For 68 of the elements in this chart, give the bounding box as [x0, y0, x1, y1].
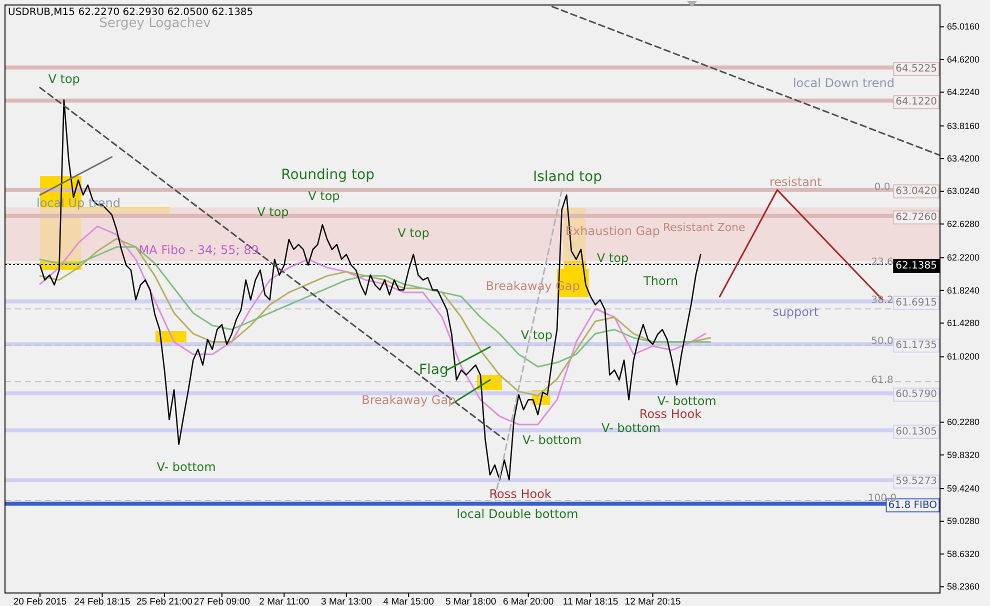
x-tick-label: 5 Mar 18:00	[446, 596, 496, 606]
annotation: V top	[257, 205, 289, 219]
ref-line-label: 62.7260	[896, 212, 937, 223]
annotation: 61.8	[871, 375, 894, 386]
annotation: V top	[308, 189, 340, 203]
ref-line-label: 63.0420	[896, 186, 937, 197]
x-tick-label: 3 Mar 13:00	[321, 596, 372, 606]
y-tick-label: 62.6280	[947, 218, 980, 229]
y-tick-label: 59.4240	[947, 483, 980, 494]
x-tick-label: 25 Feb 21:00	[136, 596, 192, 606]
ref-line-label: 60.1305	[896, 426, 937, 438]
annotation: Flag	[418, 362, 448, 378]
annotation: Island top	[532, 169, 602, 185]
y-tick-label: 64.2240	[947, 87, 980, 98]
annotation: Ross Hook	[489, 487, 552, 501]
y-tick-label: 64.6200	[947, 54, 980, 64]
x-tick-label: 20 Feb 2015	[13, 596, 67, 606]
annotation: 0.0	[874, 182, 890, 193]
y-tick-label: 62.2200	[947, 252, 980, 263]
annotation: V top	[520, 328, 553, 342]
x-tick-label: 11 Mar 18:15	[562, 596, 618, 606]
x-tick-label: 4 Mar 15:00	[383, 596, 434, 606]
ref-line-label: 60.5790	[896, 389, 937, 400]
band-label: Resistant Zone	[663, 221, 746, 234]
ref-line-label: 61.6915	[896, 297, 937, 308]
x-tick-label: 27 Feb 09:00	[194, 596, 250, 606]
annotation: V- bottom	[156, 460, 216, 474]
annotation: V- bottom	[522, 433, 582, 447]
annotation: V top	[596, 251, 629, 265]
x-tick-label: 24 Feb 18:15	[74, 596, 130, 606]
annotation: Breakaway Gap	[362, 393, 456, 407]
annotation: Ross Hook	[639, 407, 702, 421]
y-tick-label: 59.8320	[947, 450, 980, 460]
y-tick-label: 61.8240	[947, 285, 980, 296]
x-tick-label: 6 Mar 20:00	[502, 596, 554, 606]
y-tick-label: 59.0280	[947, 516, 980, 526]
y-tick-label: 58.6320	[947, 548, 980, 559]
annotation: resistant	[769, 175, 822, 189]
y-tick-label: 63.8160	[947, 120, 980, 131]
x-tick-label: 2 Mar 11:00	[259, 596, 310, 606]
annotation: support	[772, 305, 819, 319]
y-tick-label: 63.4200	[947, 153, 980, 164]
annotation: local Double bottom	[456, 507, 578, 521]
ref-line-label: 64.5225	[896, 64, 937, 75]
y-tick-label: 60.2280	[947, 417, 980, 428]
y-tick-label: 58.2360	[947, 582, 980, 592]
annotation: V- bottom	[601, 421, 661, 435]
y-tick-label: 63.0240	[947, 186, 980, 196]
chart-title: USDRUB,M15 62.2270 62.2930 62.0500 62.1385	[8, 7, 254, 18]
annotation: V top	[398, 226, 430, 240]
annotation: 23.6	[871, 257, 894, 268]
annotation: Rounding top	[281, 167, 375, 183]
ref-line-label: 61.1735	[896, 340, 937, 352]
y-tick-label: 61.0200	[947, 352, 980, 362]
ref-line-label: 64.1220	[896, 96, 937, 108]
annotation: 38.2	[871, 295, 894, 306]
y-tick-label: 61.4280	[947, 318, 980, 328]
text: Sergey Logachev	[99, 16, 212, 31]
annotation: V top	[48, 72, 80, 86]
annotation: 50.0	[871, 336, 894, 347]
y-tick-label: 65.0160	[947, 22, 980, 32]
annotation: local Down trend	[792, 76, 895, 90]
annotation: V- bottom	[657, 394, 716, 408]
annotation: Thorn	[642, 274, 678, 288]
annotation: MA Fibo - 34; 55; 89	[138, 243, 259, 257]
ref-line-label: 62.1385	[896, 260, 937, 272]
ref-line-label: 59.5273	[896, 476, 937, 488]
x-tick-label: 12 Mar 20:15	[624, 596, 681, 606]
